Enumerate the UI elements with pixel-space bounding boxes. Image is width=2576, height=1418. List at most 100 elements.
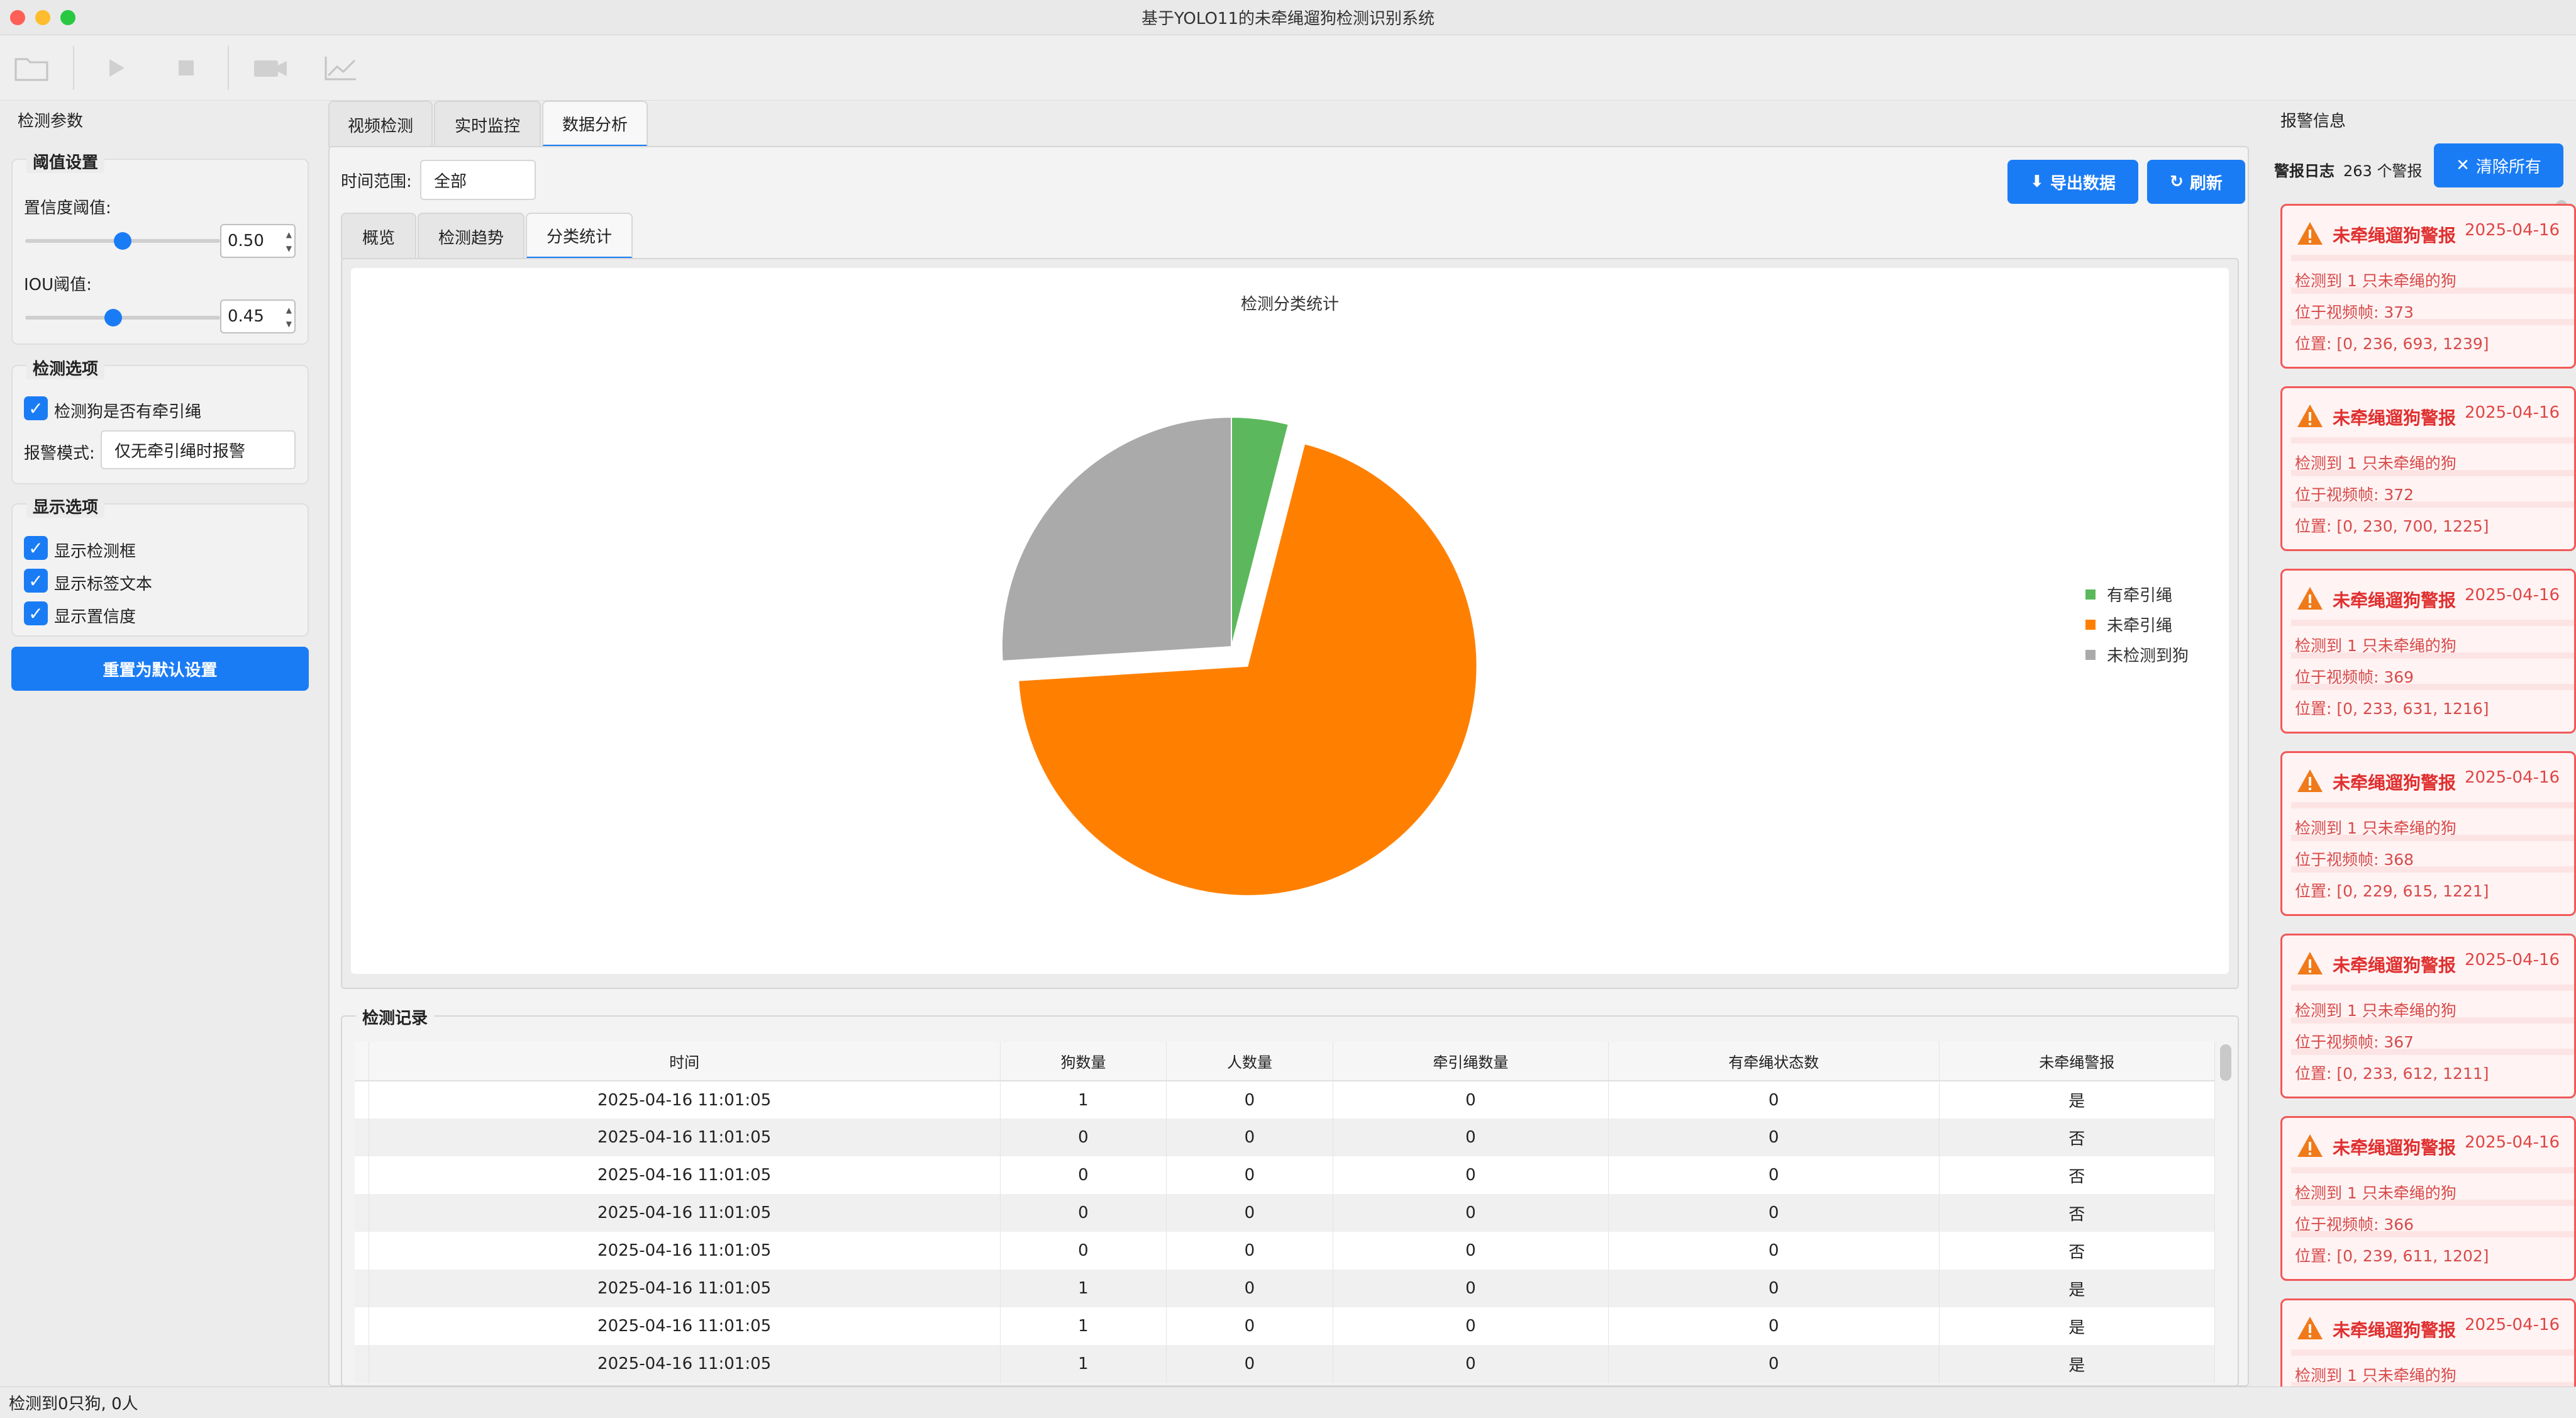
zoom-window-button[interactable] (60, 10, 75, 25)
subtab-category[interactable]: 分类统计 (526, 213, 633, 259)
subtab-trend[interactable]: 检测趋势 (418, 213, 525, 259)
table-scrollbar[interactable] (2220, 1044, 2231, 1081)
alert-title: 未牵绳遛狗警报 (2333, 955, 2457, 976)
minimize-window-button[interactable] (35, 10, 50, 25)
alarm-list: 未牵绳遛狗警报 2025-04-16 检测到 1 只未牵绳的狗 位于视频帧: 373 位… (2258, 101, 2576, 1387)
chart-title: 检测分类统计 (1241, 295, 1339, 314)
alert-card[interactable]: 未牵绳遛狗警报 2025-04-16 检测到 1 只未牵绳的狗 位于视频帧: 372 位… (2280, 386, 2576, 551)
table-row[interactable]: 2025-04-16 11:01:05 1 0 0 0 是 (355, 1270, 2216, 1307)
table-row[interactable]: 2025-04-16 11:01:05 1 0 0 0 是 (355, 1345, 2216, 1383)
column-header[interactable]: 人数量 (1166, 1042, 1333, 1081)
leash-check-checkbox[interactable]: ✓ (24, 396, 48, 420)
time-range-select[interactable]: 全部 (420, 160, 536, 200)
spin-arrows-icon[interactable]: ▲ ▼ (286, 306, 292, 328)
table-cell: 0 (1166, 1156, 1333, 1194)
alert-title: 未牵绳遛狗警报 (2333, 590, 2457, 611)
alert-card[interactable]: 未牵绳遛狗警报 2025-04-16 检测到 1 只未牵绳的狗 位于视频帧: 373 位… (2280, 204, 2576, 369)
table-cell: 0 (1608, 1232, 1940, 1270)
table-cell: 0 (1333, 1307, 1609, 1345)
alert-card[interactable]: 未牵绳遛狗警报 2025-04-16 检测到 1 只未牵绳的狗 位于视频帧: 368 位… (2280, 751, 2576, 916)
table-cell: 0 (1166, 1194, 1333, 1232)
row-header[interactable] (355, 1119, 369, 1156)
alert-divider (2291, 470, 2574, 476)
alert-divider (2291, 1382, 2574, 1387)
alert-divider (2291, 684, 2574, 690)
stop-button[interactable] (167, 49, 205, 87)
table-row[interactable]: 2025-04-16 11:01:05 0 0 0 0 否 (355, 1156, 2216, 1194)
alert-frame: 位于视频帧: 372 (2295, 486, 2414, 504)
column-header[interactable]: 时间 (369, 1042, 1001, 1081)
camera-button[interactable] (252, 49, 289, 87)
alert-divider (2291, 255, 2574, 261)
alert-title: 未牵绳遛狗警报 (2333, 408, 2457, 428)
subtab-overview[interactable]: 概览 (341, 213, 416, 259)
pie-chart: 检测分类统计 (1001, 295, 1478, 896)
chart-button[interactable] (322, 49, 360, 87)
show-label-text: 显示标签文本 (54, 575, 153, 594)
alert-card[interactable]: 未牵绳遛狗警报 2025-04-16 检测到 1 只未牵绳的狗 位于视频帧: 367 位… (2280, 934, 2576, 1098)
table-cell: 1 (1000, 1345, 1167, 1383)
alert-card[interactable]: 未牵绳遛狗警报 2025-04-16 检测到 1 只未牵绳的狗 位于视频帧: 369 位… (2280, 569, 2576, 734)
confidence-spinbox[interactable]: 0.50 ▲ ▼ (220, 224, 296, 258)
refresh-icon: ↻ (2170, 172, 2184, 191)
column-header[interactable]: 未牵绳警报 (1939, 1042, 2216, 1081)
alert-divider (2291, 1231, 2574, 1237)
spin-arrows-icon[interactable]: ▲ ▼ (286, 230, 292, 253)
show-label-checkbox[interactable]: ✓ (24, 569, 48, 593)
table-row[interactable]: 2025-04-16 11:01:05 0 0 0 0 否 (355, 1119, 2216, 1156)
iou-slider-thumb[interactable] (104, 309, 122, 327)
iou-value: 0.45 (228, 307, 264, 326)
alert-message: 检测到 1 只未牵绳的狗 (2295, 819, 2457, 837)
toolbar-separator (73, 45, 74, 90)
show-box-checkbox[interactable]: ✓ (24, 536, 48, 560)
alert-position: 位置: [0, 233, 612, 1211] (2295, 1064, 2489, 1083)
close-window-button[interactable] (10, 10, 25, 25)
group-title: 显示选项 (26, 494, 105, 518)
reset-defaults-button[interactable]: 重置为默认设置 (11, 647, 309, 691)
table-row[interactable]: 2025-04-16 11:01:05 1 0 0 0 是 (355, 1081, 2216, 1119)
clear-all-button[interactable]: ✕ 清除所有 (2434, 143, 2563, 187)
alert-title: 未牵绳遛狗警报 (2333, 773, 2457, 793)
table-cell: 2025-04-16 11:01:05 (369, 1232, 1001, 1270)
leash-check-label: 检测狗是否有牵引绳 (54, 403, 202, 421)
alert-card[interactable]: 未牵绳遛狗警报 2025-04-16 检测到 1 只未牵绳的狗 位于视频帧: 366 位… (2280, 1116, 2576, 1281)
play-button[interactable] (97, 49, 135, 87)
iou-slider[interactable] (25, 316, 220, 320)
alert-frame: 位于视频帧: 369 (2295, 668, 2414, 686)
tab-video-detect[interactable]: 视频检测 (328, 101, 433, 147)
row-header[interactable] (355, 1345, 369, 1383)
column-header[interactable]: 有牵绳状态数 (1608, 1042, 1940, 1081)
row-header[interactable] (355, 1194, 369, 1232)
column-header[interactable]: 狗数量 (1000, 1042, 1167, 1081)
table-cell: 0 (1608, 1307, 1940, 1345)
export-data-button[interactable]: ⬇ 导出数据 (2007, 160, 2138, 204)
row-header[interactable] (355, 1081, 369, 1119)
main-content: 视频检测 实时监控 数据分析 时间范围: 全部 ⬇ 导出数据 ↻ 刷新 概览 检… (327, 101, 2251, 1387)
table-cell: 是 (1939, 1345, 2216, 1383)
legend-item: 未牵引绳 (2085, 613, 2172, 636)
table-row[interactable]: 2025-04-16 11:01:05 1 0 0 0 是 (355, 1307, 2216, 1345)
alert-card[interactable]: 未牵绳遛狗警报 2025-04-16 检测到 1 只未牵绳的狗 (2280, 1298, 2576, 1387)
show-conf-checkbox[interactable]: ✓ (24, 601, 48, 625)
legend-swatch (2085, 649, 2096, 660)
refresh-button[interactable]: ↻ 刷新 (2147, 160, 2245, 204)
row-header[interactable] (355, 1232, 369, 1270)
pie-slice-1[interactable] (1018, 443, 1478, 896)
iou-spinbox[interactable]: 0.45 ▲ ▼ (220, 299, 296, 333)
window-controls (10, 10, 75, 25)
tab-data-analysis[interactable]: 数据分析 (542, 101, 648, 147)
refresh-label: 刷新 (2189, 174, 2223, 193)
column-header[interactable]: 牵引绳数量 (1333, 1042, 1609, 1081)
row-header[interactable] (355, 1270, 369, 1307)
legend-label: 未检测到狗 (2107, 647, 2189, 666)
tab-realtime-monitor[interactable]: 实时监控 (434, 101, 541, 147)
table-row[interactable]: 2025-04-16 11:01:05 0 0 0 0 否 (355, 1232, 2216, 1270)
confidence-slider-thumb[interactable] (114, 232, 131, 250)
open-folder-button[interactable] (13, 49, 50, 87)
row-header[interactable] (355, 1156, 369, 1194)
alarm-mode-select[interactable]: 仅无牵引绳时报警 (101, 430, 296, 469)
confidence-label: 置信度阈值: (24, 199, 111, 218)
pie-slice-2[interactable] (1001, 416, 1232, 662)
table-row[interactable]: 2025-04-16 11:01:05 0 0 0 0 否 (355, 1194, 2216, 1232)
row-header[interactable] (355, 1307, 369, 1345)
